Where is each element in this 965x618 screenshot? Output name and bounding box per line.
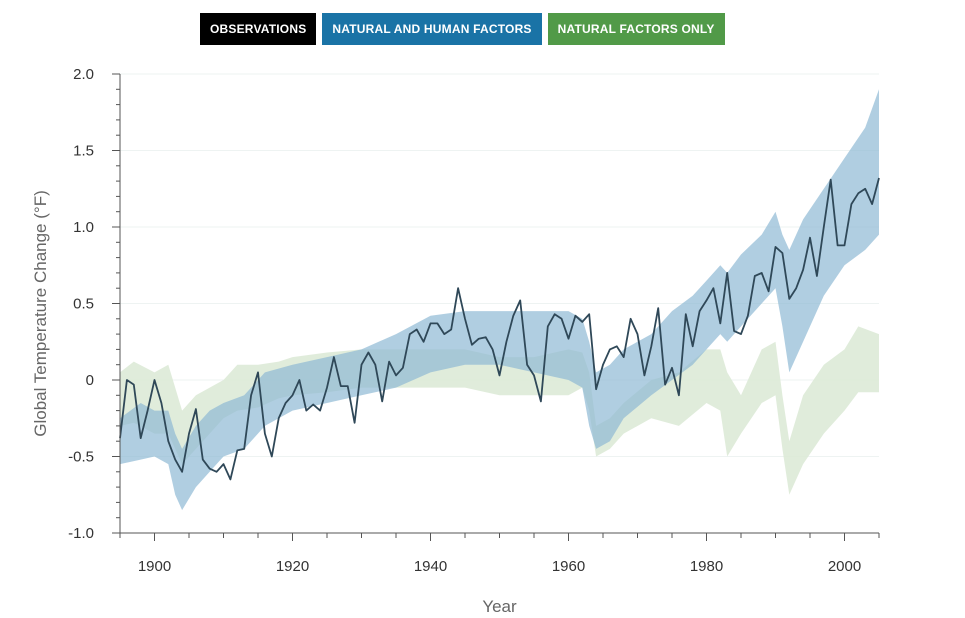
legend-natural-human-button[interactable]: NATURAL AND HUMAN FACTORS	[322, 13, 542, 45]
x-tick-label: 1920	[276, 558, 309, 575]
x-tick-label: 2000	[828, 558, 861, 575]
y-tick-label: 0	[86, 372, 94, 389]
x-axis-title: Year	[482, 597, 517, 616]
x-tick-label: 1940	[414, 558, 447, 575]
y-tick-label: -1.0	[68, 525, 94, 542]
observations-line	[119, 177, 880, 481]
y-tick-label: -0.5	[68, 449, 94, 466]
legend: OBSERVATIONS NATURAL AND HUMAN FACTORS N…	[200, 13, 725, 45]
y-tick-label: 1.0	[73, 219, 94, 236]
y-tick-label: 1.5	[73, 143, 94, 160]
y-axis-title: Global Temperature Change (°F)	[31, 190, 50, 437]
y-tick-label: 0.5	[73, 296, 94, 313]
x-tick-label: 1980	[690, 558, 723, 575]
x-tick-label: 1960	[552, 558, 585, 575]
y-tick-label: 2.0	[73, 66, 94, 83]
legend-observations-button[interactable]: OBSERVATIONS	[200, 13, 317, 45]
legend-natural-only-button[interactable]: NATURAL FACTORS ONLY	[547, 13, 725, 45]
natural-human-band	[120, 89, 879, 511]
x-tick-label: 1900	[138, 558, 171, 575]
